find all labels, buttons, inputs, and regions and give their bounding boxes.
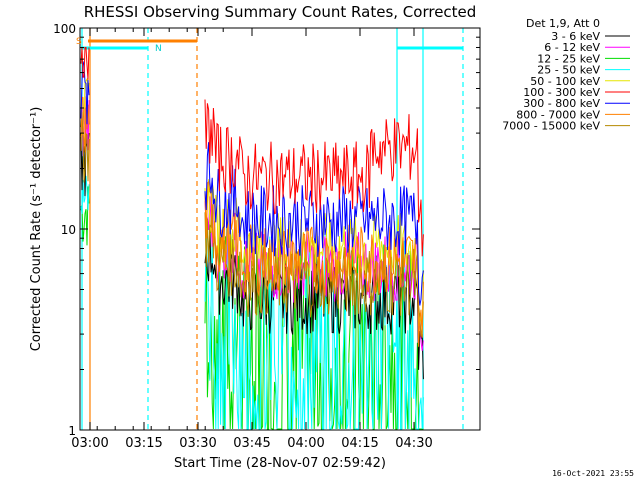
- legend-entry-label: 300 - 800 keV: [523, 97, 600, 110]
- series-line: [80, 175, 90, 214]
- legend-entry-label: 800 - 7000 keV: [516, 108, 600, 121]
- x-tick-label: 03:45: [233, 436, 270, 451]
- series-line: [80, 61, 90, 125]
- x-tick-label: 03:15: [125, 436, 162, 451]
- series-line: [80, 47, 90, 80]
- axis-ticks: 03:00 03:15 03:30 03:45 04:00 04:15 04:30 1 10 10…: [53, 22, 480, 451]
- y-tick-label: 100: [53, 22, 76, 36]
- series-line: [80, 111, 90, 183]
- x-tick-label: 03:30: [179, 436, 216, 451]
- series-line: [204, 204, 424, 337]
- legend-entry-label: 3 - 6 keV: [551, 30, 600, 43]
- series-line: [204, 99, 424, 257]
- x-axis-label: Start Time (28-Nov-07 02:59:42): [174, 456, 386, 471]
- legend-entry-label: 7000 - 15000 keV: [502, 120, 600, 133]
- x-tick-label: 04:15: [341, 436, 378, 451]
- series-line: [204, 142, 424, 306]
- x-tick-label: 03:00: [71, 436, 108, 451]
- y-axis-label: Corrected Count Rate (s⁻¹ detector⁻¹): [29, 107, 44, 352]
- series-line: [204, 181, 424, 347]
- x-tick-label: 04:00: [287, 436, 324, 451]
- legend-entry-label: 50 - 100 keV: [530, 75, 600, 88]
- y-tick-label: 10: [61, 223, 76, 237]
- saa-marker-label: S: [76, 37, 82, 47]
- night-marker-label: N: [155, 44, 162, 54]
- plot-data: [80, 28, 464, 430]
- legend-title: Det 1,9, Att 0: [526, 17, 600, 30]
- x-tick-label: 04:30: [395, 436, 432, 451]
- legend-entry-label: 12 - 25 keV: [537, 52, 600, 65]
- legend-entry-label: 6 - 12 keV: [544, 41, 600, 54]
- y-tick-label: 1: [68, 424, 76, 438]
- legend-entry-label: 100 - 300 keV: [523, 86, 600, 99]
- chart-title: RHESSI Observing Summary Count Rates, Co…: [84, 3, 477, 21]
- legend-entry-label: 25 - 50 keV: [537, 64, 600, 77]
- generation-timestamp: 16-Oct-2021 23:55: [552, 469, 634, 478]
